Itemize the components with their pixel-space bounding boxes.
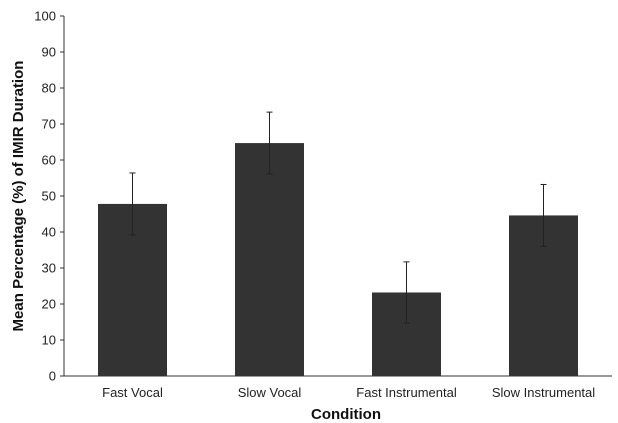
y-tick-label: 30 (42, 261, 56, 276)
x-tick-label: Slow Instrumental (492, 385, 595, 400)
x-axis-title: Condition (311, 406, 381, 423)
y-tick-label: 90 (42, 45, 56, 60)
y-tick-label: 0 (49, 369, 56, 384)
y-tick-label: 80 (42, 81, 56, 96)
x-tick-label: Fast Vocal (102, 385, 163, 400)
y-tick-label: 60 (42, 153, 56, 168)
y-tick-label: 20 (42, 297, 56, 312)
y-axis-title: Mean Percentage (%) of IMIR Duration (10, 61, 27, 332)
y-tick-label: 100 (34, 9, 56, 24)
y-tick-label: 10 (42, 333, 56, 348)
y-axis: 0 10 20 30 40 50 60 70 80 90 100 (34, 9, 65, 384)
bar (235, 143, 304, 376)
x-tick-label: Slow Vocal (238, 385, 302, 400)
x-axis: Fast Vocal Slow Vocal Fast Instrumental Slo… (64, 375, 612, 400)
y-tick-label: 40 (42, 225, 56, 240)
y-tick-label: 50 (42, 189, 56, 204)
y-tick-label: 70 (42, 117, 56, 132)
plot-area (98, 111, 578, 376)
x-tick-label: Fast Instrumental (356, 385, 457, 400)
